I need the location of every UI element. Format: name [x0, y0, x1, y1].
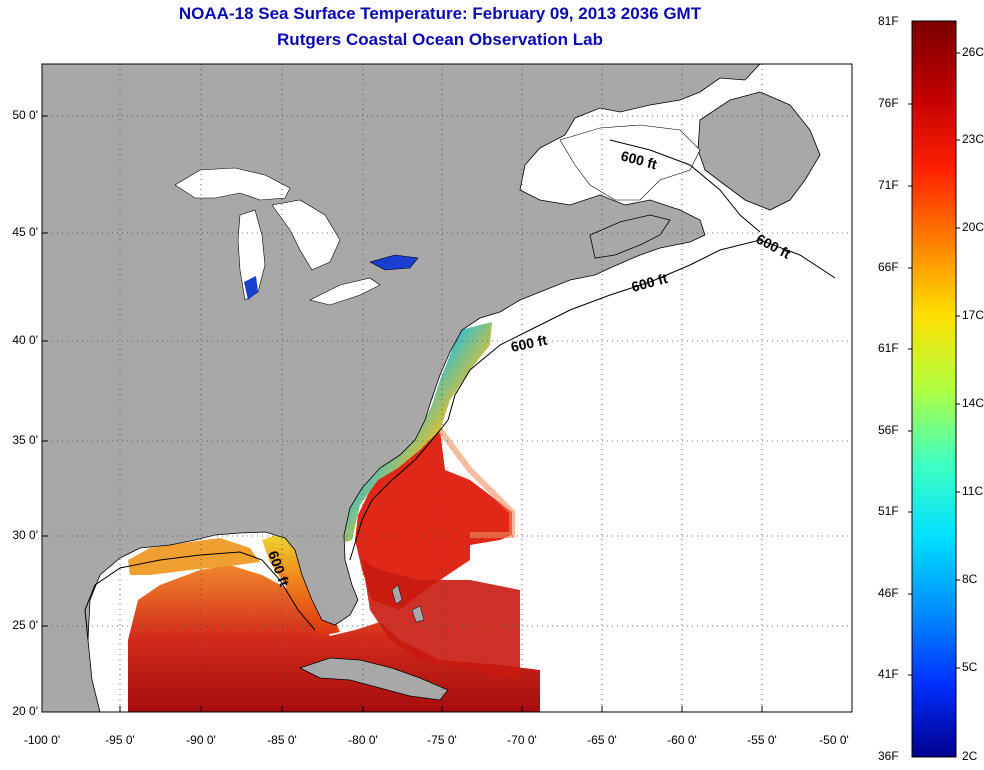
axis-ticks — [42, 115, 763, 712]
lake-huron — [271, 199, 341, 271]
lon-label: -60 0' — [667, 733, 697, 747]
colorbar-f-label: 46F — [878, 586, 899, 600]
lat-label: 30 0' — [12, 528, 38, 542]
colorbar-c-label: 8C — [962, 572, 978, 586]
map-frame — [41, 63, 853, 713]
isobath-600ft-gulf — [84, 551, 316, 641]
colorbar-f-label: 76F — [878, 96, 899, 110]
colorbar-f-label: 56F — [878, 423, 899, 437]
isobath-label: 600 ft — [509, 332, 548, 355]
lat-label: 40 0' — [12, 333, 38, 347]
lake-superior — [174, 167, 291, 201]
lake-erie — [309, 277, 381, 306]
lon-label: -90 0' — [186, 733, 216, 747]
map-title: NOAA-18 Sea Surface Temperature: Februar… — [178, 4, 702, 23]
gulf-stream-edge — [437, 428, 515, 538]
lon-label: -80 0' — [348, 733, 378, 747]
gulf-stream-sst-field — [355, 430, 512, 610]
lat-label: 25 0' — [12, 618, 38, 632]
st-lawrence-gulf — [559, 124, 701, 201]
lon-label: -75 0' — [427, 733, 457, 747]
map-grid — [42, 64, 852, 712]
land-north-america — [42, 64, 761, 712]
colorbar-c-label: 20C — [962, 220, 984, 234]
lat-label: 35 0' — [12, 433, 38, 447]
land-newfoundland — [697, 91, 821, 211]
lon-label: -100 0' — [23, 733, 61, 747]
colorbar-f-label: 66F — [878, 260, 899, 274]
colorbar-f-label: 36F — [878, 749, 899, 763]
lon-label: -65 0' — [587, 733, 617, 747]
isobath-600ft-north — [609, 139, 761, 233]
colorbar-c-label: 2C — [962, 749, 978, 763]
lon-label: -70 0' — [507, 733, 537, 747]
atlantic-sst-field — [362, 560, 520, 680]
lon-label: -85 0' — [267, 733, 297, 747]
land-cuba — [298, 657, 449, 701]
colorbar-c-label: 11C — [962, 484, 984, 498]
east-shelf-sst — [342, 322, 492, 542]
map-subtitle: Rutgers Coastal Ocean Observation Lab — [277, 30, 603, 49]
lon-label: -55 0' — [747, 733, 777, 747]
colorbar-f-label: 41F — [878, 667, 899, 681]
colorbar-c-label: 17C — [962, 308, 984, 322]
lat-label: 45 0' — [12, 225, 38, 239]
colorbar-ticks — [908, 52, 960, 676]
colorbar-c-label: 23C — [962, 132, 984, 146]
gulf-sst-field — [128, 565, 540, 712]
lon-label: -95 0' — [105, 733, 135, 747]
colorbar-f-label: 71F — [878, 178, 899, 192]
colorbar-f-label: 51F — [878, 504, 899, 518]
isobath-600ft-atlantic — [349, 239, 836, 561]
land-nova-scotia — [589, 214, 671, 259]
colorbar-f-label: 61F — [878, 341, 899, 355]
colorbar-c-label: 26C — [962, 45, 984, 59]
colorbar-c-label: 5C — [962, 660, 978, 674]
colorbar-f-label: 81F — [878, 14, 899, 28]
lake-ontario — [369, 254, 419, 271]
lake-michigan-cold — [244, 276, 258, 300]
lat-label: 20 0' — [12, 704, 38, 718]
colorbar-scale — [911, 20, 957, 758]
land-bahamas — [391, 584, 425, 623]
gulf-north-warm-band — [128, 538, 260, 575]
colorbar-c-label: 14C — [962, 396, 984, 410]
lat-label: 50 0' — [12, 108, 38, 122]
lon-label: -50 0' — [819, 733, 849, 747]
